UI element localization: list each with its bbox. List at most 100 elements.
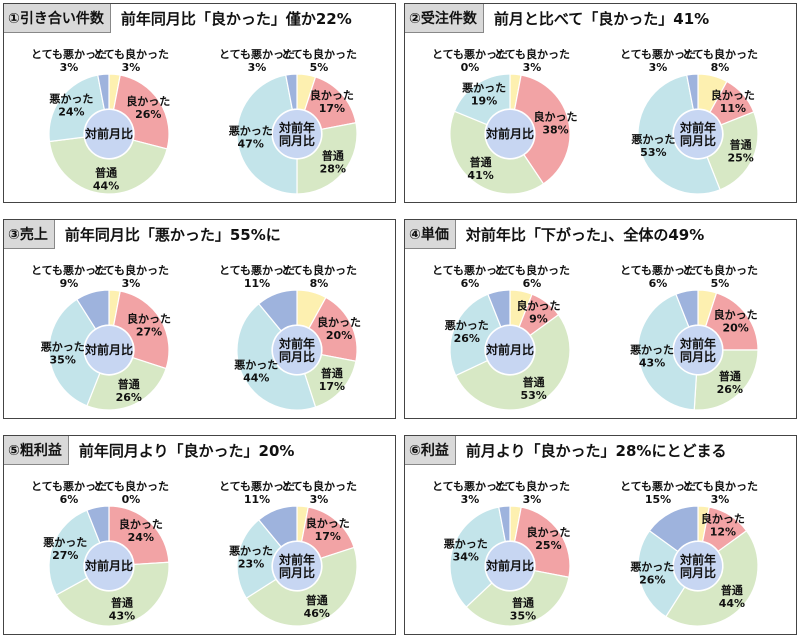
pie-center-label: 対前月比 (485, 558, 534, 573)
slice-label: 良かった 12% (701, 512, 745, 539)
slice-label: 良かった 17% (306, 516, 350, 543)
chart-panel-5: ⑤粗利益 前年同月より「良かった」20% 対前月比 とても良かった 0% 良かった 24% 普… (3, 435, 396, 635)
slice-label: 良かった 38% (534, 110, 578, 137)
slice-label: 悪かった 23% (229, 545, 273, 571)
pie-slice (48, 509, 101, 596)
pie-slice (637, 529, 686, 618)
pie-slice (108, 505, 170, 566)
slice-label: 普通 41% (467, 155, 493, 182)
chart-title: 前年同月比「悪かった」55%に (64, 225, 281, 244)
chart-panel-4: ④単価 対前年比「下がった」、全体の49% 対前月比 とても良かった 6% 良かった 9% 普… (404, 219, 797, 419)
pie-slice (675, 289, 699, 328)
slice-label: とても悪かった 9% (31, 264, 107, 290)
pie-slice (449, 506, 507, 608)
chart-header: ⑤粗利益 前年同月より「良かった」20% (4, 435, 295, 465)
chart-tag: ③売上 (4, 219, 55, 249)
chart-header: ③売上 前年同月比「悪かった」55%に (4, 219, 281, 249)
slice-label: 良かった 25% (526, 525, 570, 552)
slice-label: 普通 44% (719, 583, 745, 610)
slice-label: 普通 26% (116, 377, 142, 404)
chart-title: 前年同月比「良かった」僅か22% (120, 9, 352, 28)
pie-slice (48, 136, 168, 195)
chart-tag: ①引き合い件数 (4, 3, 111, 33)
slice-label: 悪かった 26% (630, 561, 674, 587)
pie-slice (245, 546, 358, 627)
pie-slice (487, 289, 511, 328)
slice-label: 普通 26% (717, 369, 743, 396)
pie-slice (48, 298, 101, 407)
pie-slice (86, 505, 110, 544)
chart-panel-2: ②受注件数 前月と比べて「良かった」41% 対前月比 とても良かった 3% 良かった 38%… (404, 3, 797, 203)
slice-label: とても悪かった 0% (432, 48, 508, 74)
pie-center (674, 110, 722, 158)
chart-header: ⑥利益 前月より「良かった」28%にとどまる (405, 435, 727, 465)
pie-slice (665, 529, 759, 627)
slice-label: とても悪かった 3% (620, 48, 696, 74)
slice-label: 悪かった 19% (462, 81, 506, 107)
slice-label: とても悪かった 6% (620, 264, 696, 290)
pie-slice (498, 505, 511, 543)
slice-label: とても悪かった 15% (620, 480, 696, 506)
pie-slice (285, 73, 298, 111)
pie-slice (637, 74, 721, 195)
pie-center-label: 対前年同月比 (679, 336, 716, 364)
chart-tag: ⑤粗利益 (4, 435, 69, 465)
pie-center (273, 110, 321, 158)
slice-label: とても良かった 3% (494, 479, 570, 506)
slice-label: 悪かった 27% (43, 536, 87, 562)
pie-slice (48, 74, 106, 143)
pie-center-label: 対前月比 (485, 342, 534, 357)
pie-slice (236, 302, 317, 411)
pie-slice (296, 122, 358, 195)
slice-label: 普通 17% (319, 366, 345, 393)
pie-center (486, 110, 534, 158)
slice-label: 普通 44% (93, 165, 119, 192)
pie-slice (86, 356, 167, 411)
pie-slice (465, 569, 570, 627)
chart-tag: ②受注件数 (405, 3, 484, 33)
pie-pair: 対前月比 とても良かった 0% 良かった 24% 普通 43% 悪かった 27% とても悪かった 6… (31, 479, 358, 627)
chart-title: 前月より「良かった」28%にとどまる (465, 441, 727, 460)
pie-center-label: 対前月比 (84, 342, 133, 357)
slice-label: 悪かった 26% (445, 319, 489, 345)
pie-center (85, 326, 133, 374)
chart-header: ②受注件数 前月と比べて「良かった」41% (405, 3, 709, 33)
pie-slice (257, 505, 298, 548)
chart-title: 対前年比「下がった」、全体の49% (465, 225, 705, 244)
pie-pair: 対前月比 とても良かった 3% 良かった 26% 普通 44% 悪かった 24% とても悪かった 3… (31, 47, 358, 195)
pie-center (486, 542, 534, 590)
pie-slice (686, 73, 699, 111)
slice-label: とても悪かった 6% (432, 264, 508, 290)
pie-center (85, 542, 133, 590)
chart-panel-6: ⑥利益 前月より「良かった」28%にとどまる対前月比 とても良かった 3% 良かった 25… (404, 435, 797, 635)
slice-label: とても良かった 6% (494, 263, 570, 290)
pie-center (273, 542, 321, 590)
slice-label: とても良かった 8% (682, 47, 758, 74)
slice-label: とても良かった 5% (682, 263, 758, 290)
chart-title: 前年同月より「良かった」20% (78, 441, 295, 460)
slice-label: とても良かった 3% (682, 479, 758, 506)
pie-slice (55, 561, 170, 627)
pie-slice (648, 505, 699, 553)
pie-center-label: 対前月比 (84, 126, 133, 141)
pie-center-label: 対前年同月比 (679, 552, 716, 580)
pie-pair: 対前月比 とても良かった 6% 良かった 9% 普通 53% 悪かった 26% とても悪かった 6%… (432, 263, 759, 411)
slice-label: とても良かった 0% (93, 479, 169, 506)
slice-label: 悪かった 35% (41, 340, 85, 366)
pie-slice (236, 518, 282, 599)
chart-header: ④単価 対前年比「下がった」、全体の49% (405, 219, 705, 249)
pie-slice (449, 293, 502, 377)
slice-label: とても良かった 3% (93, 47, 169, 74)
slice-label: とても悪かった 6% (31, 480, 107, 506)
slice-label: とても悪かった 3% (432, 480, 508, 506)
slice-label: とても良かった 3% (494, 47, 570, 74)
slice-label: 悪かった 34% (444, 538, 488, 564)
pie-slice (76, 289, 110, 330)
slice-label: 良かった 17% (310, 88, 354, 115)
pie-pair: 対前月比 とても良かった 3% 良かった 25% 普通 35% 悪かった 34% とても悪かった 3… (432, 479, 759, 627)
slice-label: とても良かった 3% (281, 479, 357, 506)
slice-label: 悪かった 24% (49, 93, 93, 119)
slice-label: とても悪かった 11% (219, 264, 295, 290)
slice-label: 良かった 11% (711, 88, 755, 115)
slice-label: 良かった 27% (127, 311, 171, 338)
